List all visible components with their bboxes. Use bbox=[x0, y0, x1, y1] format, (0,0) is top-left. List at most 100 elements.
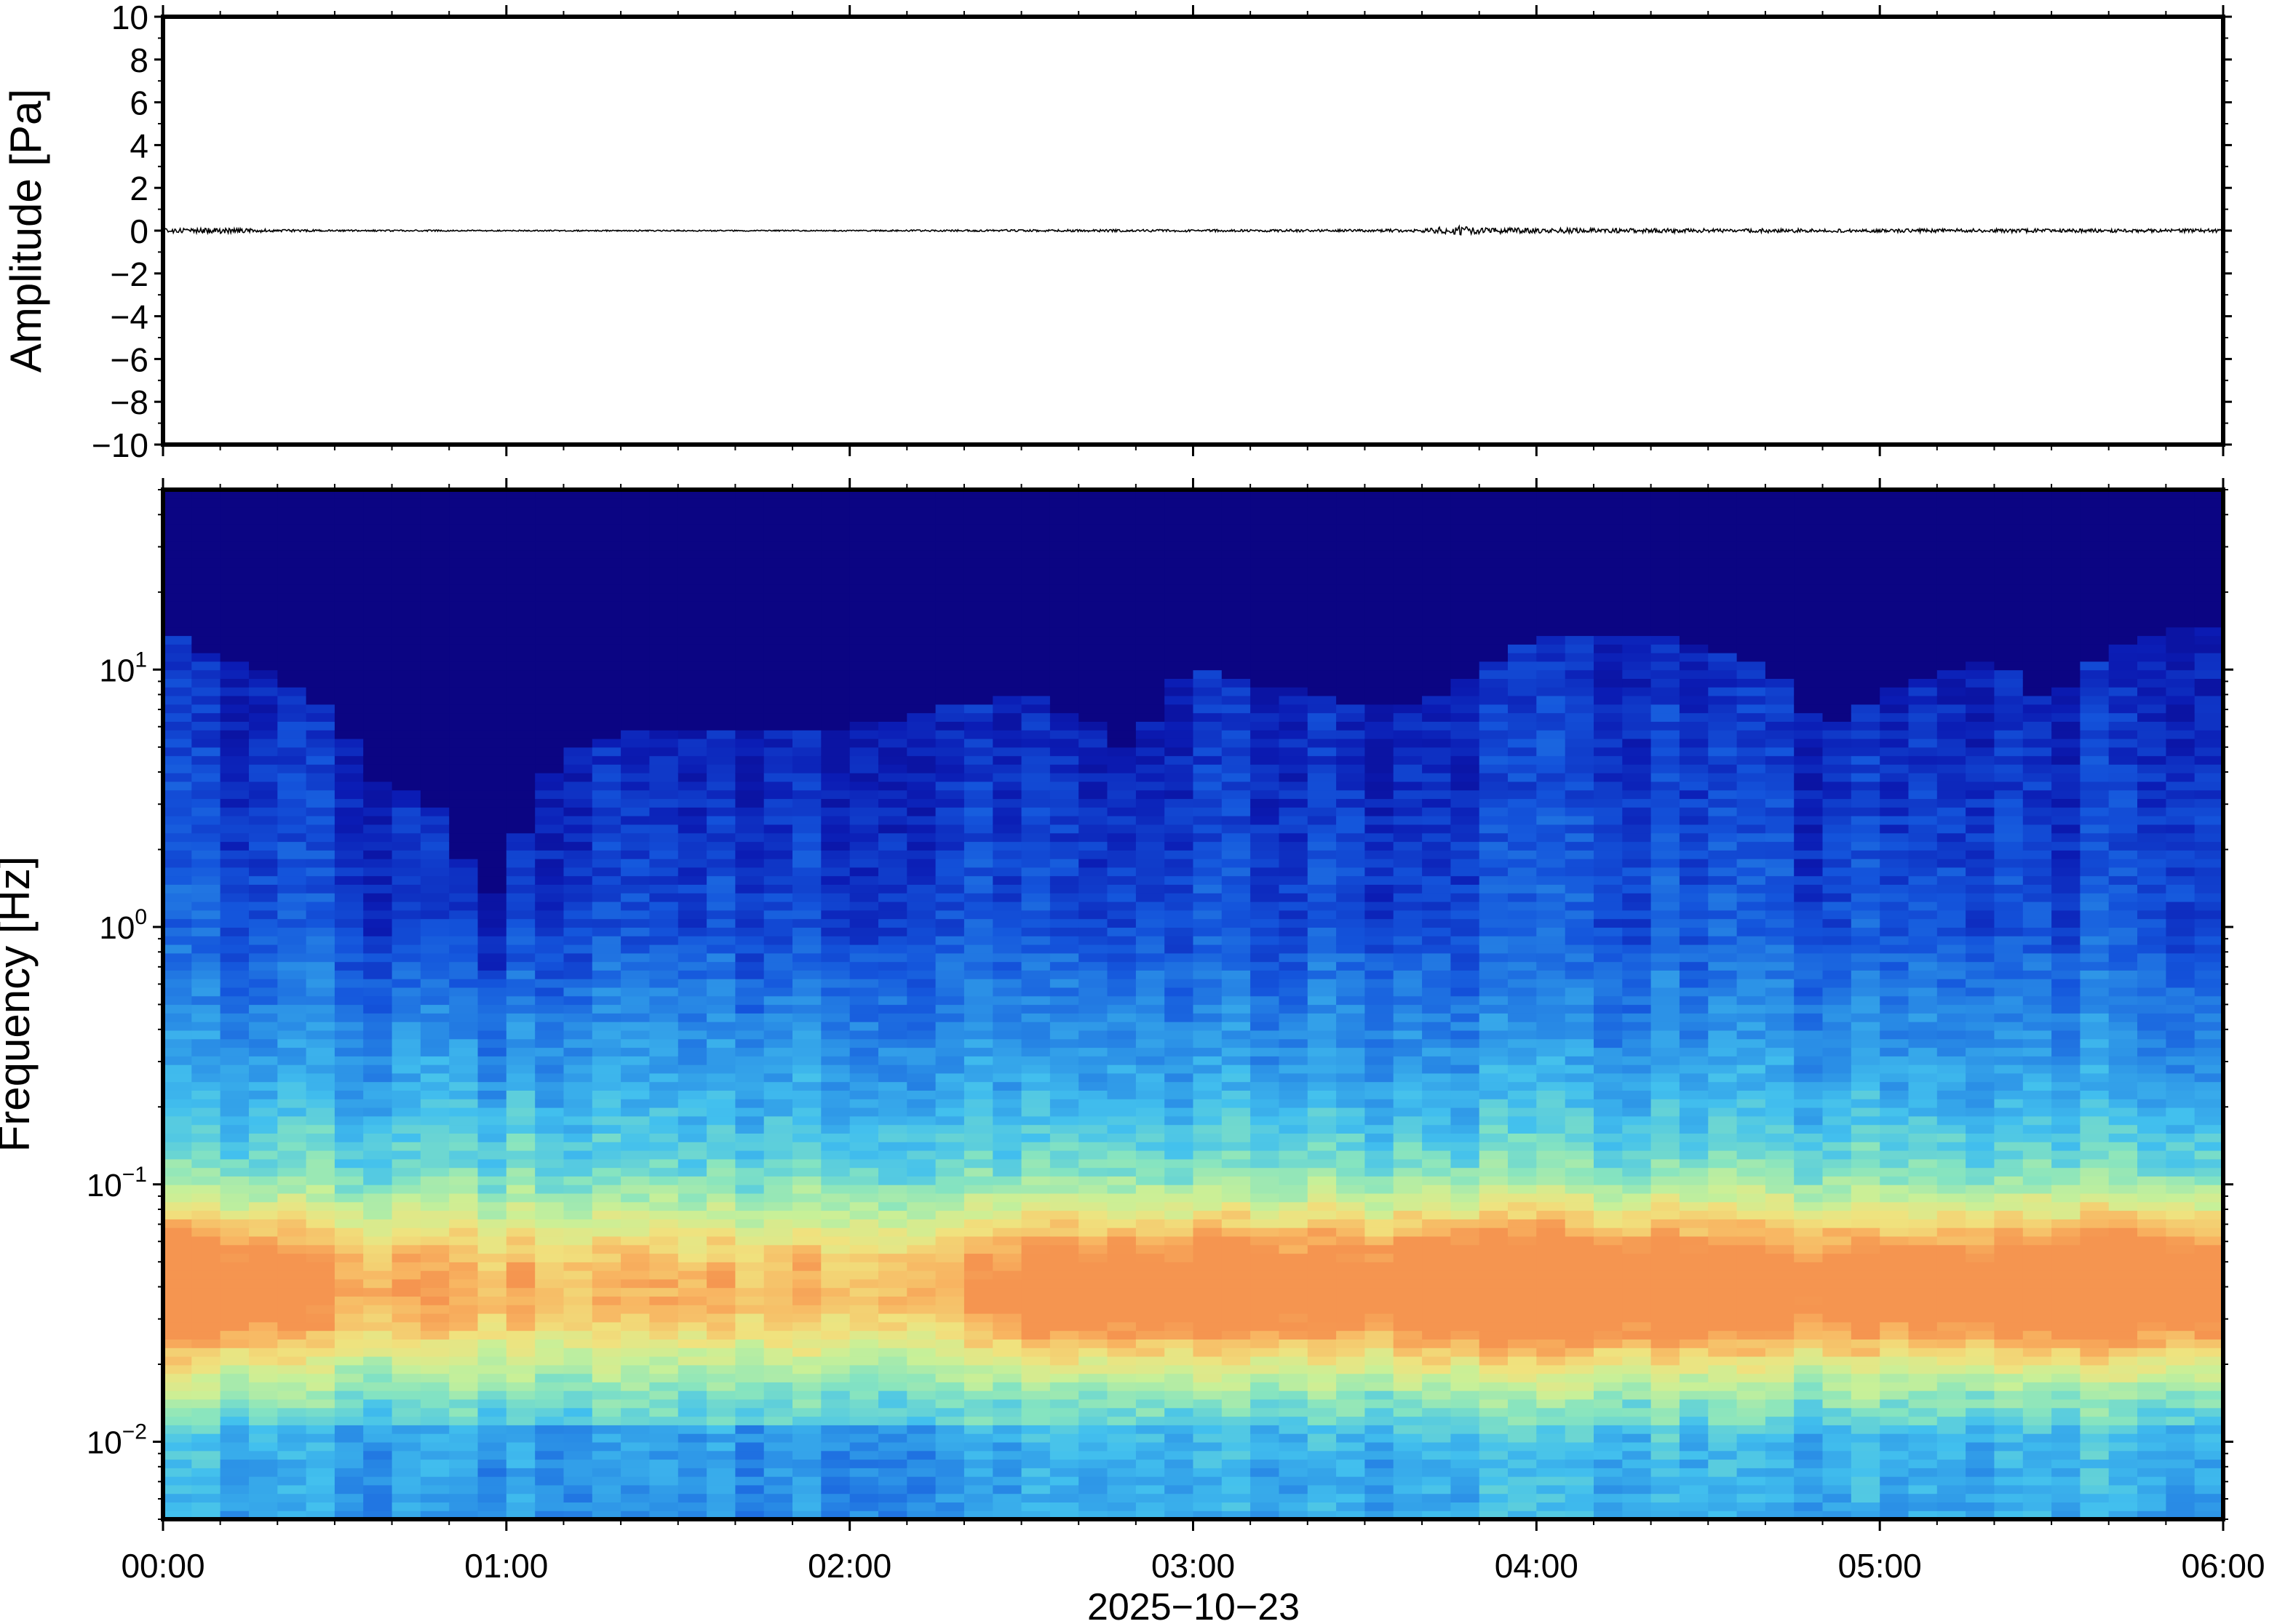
spectrogram-cell bbox=[334, 1047, 364, 1056]
spectrogram-cell bbox=[878, 1330, 907, 1340]
spectrogram-cell bbox=[1164, 755, 1194, 765]
spectrogram-cell bbox=[1221, 927, 1251, 936]
spectrogram-cell bbox=[249, 1262, 278, 1271]
spectrogram-cell bbox=[420, 1356, 450, 1366]
spectrogram-cell bbox=[649, 653, 679, 662]
spectrogram-cell bbox=[1049, 1364, 1079, 1374]
spectrogram-cell bbox=[306, 1142, 335, 1151]
spectrogram-cell bbox=[993, 1235, 1022, 1246]
spectrogram-cell bbox=[1078, 1356, 1108, 1366]
spectrogram-cell bbox=[907, 549, 937, 559]
spectrogram-cell bbox=[878, 1124, 907, 1134]
spectrogram-cell bbox=[821, 541, 851, 551]
spectrogram-cell bbox=[506, 859, 536, 868]
spectrogram-cell bbox=[592, 1210, 621, 1219]
spectrogram-cell bbox=[220, 687, 250, 696]
spectrogram-cell bbox=[849, 1398, 879, 1409]
spectrogram-cell bbox=[1021, 1348, 1051, 1357]
spectrogram-cell bbox=[563, 490, 593, 499]
spectrogram-cell bbox=[735, 1270, 765, 1280]
spectrogram-cell bbox=[477, 944, 507, 954]
spectrogram-cell bbox=[963, 661, 993, 671]
spectrogram-cell bbox=[935, 909, 965, 920]
spectrogram-cell bbox=[1021, 1321, 1051, 1332]
spectrogram-cell bbox=[563, 730, 593, 739]
spectrogram-cell bbox=[220, 1476, 250, 1486]
spectrogram-cell bbox=[334, 867, 364, 877]
spectrogram-cell bbox=[477, 832, 507, 843]
spectrogram-cell bbox=[1078, 841, 1108, 851]
spectrogram-cell bbox=[963, 669, 993, 679]
spectrogram-cell bbox=[821, 1244, 851, 1254]
spectrogram-cell bbox=[1107, 987, 1137, 997]
spectrogram-cell bbox=[821, 755, 851, 765]
spectrogram-cell bbox=[592, 1356, 621, 1366]
spectrogram-cell bbox=[392, 1090, 421, 1099]
spectrogram-cell bbox=[963, 789, 993, 800]
spectrogram-cell bbox=[1250, 490, 1279, 499]
spectrogram-cell bbox=[449, 1476, 479, 1486]
spectrogram-cell bbox=[563, 1425, 593, 1434]
spectrogram-cell bbox=[277, 687, 307, 696]
spectrogram-cell bbox=[334, 927, 364, 936]
spectrogram-cell bbox=[535, 1193, 565, 1203]
spectrogram-cell bbox=[1307, 1321, 1337, 1332]
spectrogram-cell bbox=[849, 995, 879, 1006]
spectrogram-cell bbox=[963, 764, 993, 773]
spectrogram-cell bbox=[592, 661, 621, 671]
spectrogram-cell bbox=[1250, 1313, 1279, 1323]
spectrogram-cell bbox=[1250, 669, 1279, 679]
spectrogram-cell bbox=[306, 635, 335, 645]
spectrogram-cell bbox=[1135, 936, 1165, 945]
spectrogram-cell bbox=[993, 1090, 1022, 1099]
spectrogram-cell bbox=[1049, 764, 1079, 773]
spectrogram-cell bbox=[993, 549, 1022, 559]
spectrogram-cell bbox=[191, 987, 221, 997]
spectrogram-cell bbox=[649, 506, 679, 516]
spectrogram-cell bbox=[392, 1193, 421, 1203]
spectrogram-cell bbox=[1078, 1493, 1108, 1502]
spectrogram-cell bbox=[1279, 575, 1308, 585]
spectrogram-cell bbox=[163, 739, 192, 748]
spectrogram-cell bbox=[963, 918, 993, 928]
spectrogram-cell bbox=[993, 1081, 1022, 1091]
spectrogram-cell bbox=[935, 773, 965, 782]
spectrogram-cell bbox=[477, 1407, 507, 1417]
spectrogram-cell bbox=[621, 1185, 650, 1194]
spectrogram-cell bbox=[1078, 1244, 1108, 1254]
spectrogram-cell bbox=[163, 1407, 192, 1417]
spectrogram-cell bbox=[1135, 901, 1165, 911]
spectrogram-cell bbox=[677, 558, 707, 568]
spectrogram-cell bbox=[220, 1124, 250, 1134]
spectrogram-cell bbox=[821, 1013, 851, 1022]
spectrogram-cell bbox=[1021, 970, 1051, 979]
spectrogram-cell bbox=[821, 1219, 851, 1228]
spectrogram-cell bbox=[935, 1425, 965, 1434]
spectrogram-cell bbox=[1221, 893, 1251, 902]
spectrogram-cell bbox=[621, 1124, 650, 1134]
spectrogram-cell bbox=[249, 704, 278, 714]
spectrogram-cell bbox=[1250, 533, 1279, 542]
spectrogram-cell bbox=[563, 747, 593, 757]
spectrogram-cell bbox=[191, 798, 221, 808]
spectrogram-cell bbox=[420, 1253, 450, 1262]
spectrogram-cell bbox=[277, 1398, 307, 1409]
spectrogram-cell bbox=[1250, 789, 1279, 800]
spectrogram-cell bbox=[249, 1235, 278, 1246]
spectrogram-cell bbox=[277, 1193, 307, 1203]
spectrogram-cell bbox=[792, 1476, 822, 1486]
spectrogram-cell bbox=[763, 592, 793, 602]
spectrogram-cell bbox=[707, 1459, 736, 1468]
spectrogram-cell bbox=[363, 1364, 393, 1374]
spectrogram-cell bbox=[306, 1201, 335, 1211]
spectrogram-cell bbox=[735, 1459, 765, 1468]
spectrogram-cell bbox=[1279, 747, 1308, 757]
spectrogram-cell bbox=[191, 1433, 221, 1443]
spectrogram-cell bbox=[821, 1227, 851, 1237]
spectrogram-cell bbox=[1135, 567, 1165, 576]
spectrogram-cell bbox=[220, 773, 250, 782]
spectrogram-cell bbox=[420, 549, 450, 559]
spectrogram-cell bbox=[707, 1235, 736, 1246]
spectrogram-cell bbox=[907, 1270, 937, 1280]
spectrogram-cell bbox=[191, 567, 221, 576]
